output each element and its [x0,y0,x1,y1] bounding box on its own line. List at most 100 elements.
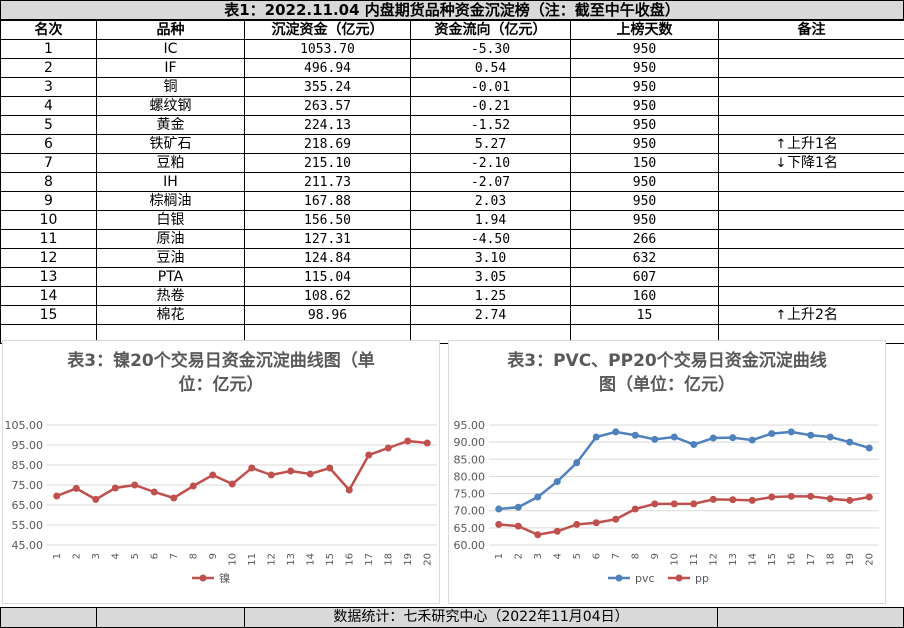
x-tick-label: 20 [864,553,875,566]
cell-note [718,267,904,287]
x-tick-label: 6 [149,553,160,559]
cell-name: 豆粕 [96,153,245,173]
cell-capital: 98.96 [244,305,411,325]
data-point [495,505,503,513]
table-row: 10 白银 156.50 1.94 950 [0,210,904,230]
x-tick-label: 15 [767,553,778,566]
y-tick-label: 70.00 [454,505,486,518]
cell-note [718,191,904,211]
cell-capital: 211.73 [244,172,411,192]
cell-days: 607 [570,267,719,287]
x-tick-label: 15 [325,553,336,566]
data-point [787,492,795,500]
data-point [131,481,139,489]
table-row: 2 IF 496.94 0.54 950 [0,58,904,78]
y-tick-label: 85.00 [12,459,44,472]
table-row: 8 IH 211.73 -2.07 950 [0,172,904,192]
note-text: 下降1名 [787,154,838,171]
table-row: 7 豆粕 215.10 -2.10 150 ↓下降1名 [0,153,904,173]
data-point [826,433,834,441]
data-point [423,439,431,447]
y-tick-label: 80.00 [454,470,486,483]
legend-marker [199,574,207,582]
table-row-empty [0,324,904,344]
cell-name: 豆油 [96,248,245,268]
x-tick-label: 10 [669,553,680,566]
cell-days: 632 [570,248,719,268]
data-point [592,433,600,441]
data-point [787,428,795,436]
y-tick-label: 95.00 [454,419,486,432]
cell-days: 950 [570,172,719,192]
x-tick-label: 5 [572,553,583,559]
pvc-pp-capital-chart: 表3：PVC、PP20个交易日资金沉淀曲线 图（单位：亿元） 60.00 65.0… [448,340,886,604]
series-line-pp [498,495,870,537]
cell-flow: 2.03 [410,191,571,211]
cell-rank: 3 [0,77,97,97]
x-tick-label: 1 [494,553,505,559]
y-tick-label: 55.00 [12,519,44,532]
cell-name: 原油 [96,229,245,249]
x-tick-label: 17 [364,553,375,566]
y-tick-label: 65.00 [12,499,44,512]
cell-rank: 11 [0,229,97,249]
cell-note [718,77,904,97]
cell-rank: 4 [0,96,97,116]
data-point [111,484,119,492]
cell-note [718,39,904,59]
data-point [651,500,659,508]
data-point [807,492,815,500]
cell-flow: 0.54 [410,58,571,78]
cell-capital: 156.50 [244,210,411,230]
cell-rank: 14 [0,286,97,306]
x-tick-label: 6 [591,553,602,559]
cell-capital: 1053.70 [244,39,411,59]
cell-capital: 115.04 [244,267,411,287]
y-tick-label: 105.00 [5,419,44,432]
cell-days: 950 [570,210,719,230]
table-row: 15 棉花 98.96 2.74 15 ↑上升2名 [0,305,904,325]
data-point [846,438,854,446]
cell-rank: 6 [0,134,97,154]
footer-cell [717,608,903,627]
x-tick-label: 19 [403,553,414,566]
cell-capital: 218.69 [244,134,411,154]
cell-rank: 9 [0,191,97,211]
data-point [768,493,776,501]
y-tick-label: 85.00 [454,453,486,466]
chart-title-line2: 位：亿元） [178,375,264,395]
table-row: 9 棕榈油 167.88 2.03 950 [0,191,904,211]
cell-capital: 496.94 [244,58,411,78]
table-row: 13 PTA 115.04 3.05 607 [0,267,904,287]
data-point [553,478,561,486]
cell-days: 950 [570,58,719,78]
data-point [92,495,100,503]
data-point [826,495,834,503]
data-point [651,435,659,443]
data-point [514,522,522,530]
x-tick-label: 3 [91,553,102,559]
cell-days: 160 [570,286,719,306]
table-row: 3 铜 355.24 -0.01 950 [0,77,904,97]
data-point [170,494,178,502]
x-tick-label: 16 [786,553,797,566]
y-tick-label: 65.00 [454,522,486,535]
data-point [534,531,542,539]
cell-name: 铁矿石 [96,134,245,154]
x-tick-label: 5 [130,553,141,559]
x-tick-label: 20 [422,553,433,566]
capital-ranking-table: 名次 品种 沉淀资金（亿元） 资金流向（亿元） 上榜天数 备注 1 IC 1053.… [0,20,904,344]
data-point [709,434,717,442]
cell-name: 黄金 [96,115,245,135]
cell-note [718,172,904,192]
table-row: 12 豆油 124.84 3.10 632 [0,248,904,268]
data-point [709,495,717,503]
data-point [267,471,275,479]
data-point [592,519,600,527]
x-tick-label: 13 [286,553,297,566]
data-point [865,493,873,501]
cell-name: 螺纹钢 [96,96,245,116]
cell-flow: 1.94 [410,210,571,230]
cell-rank: 13 [0,267,97,287]
